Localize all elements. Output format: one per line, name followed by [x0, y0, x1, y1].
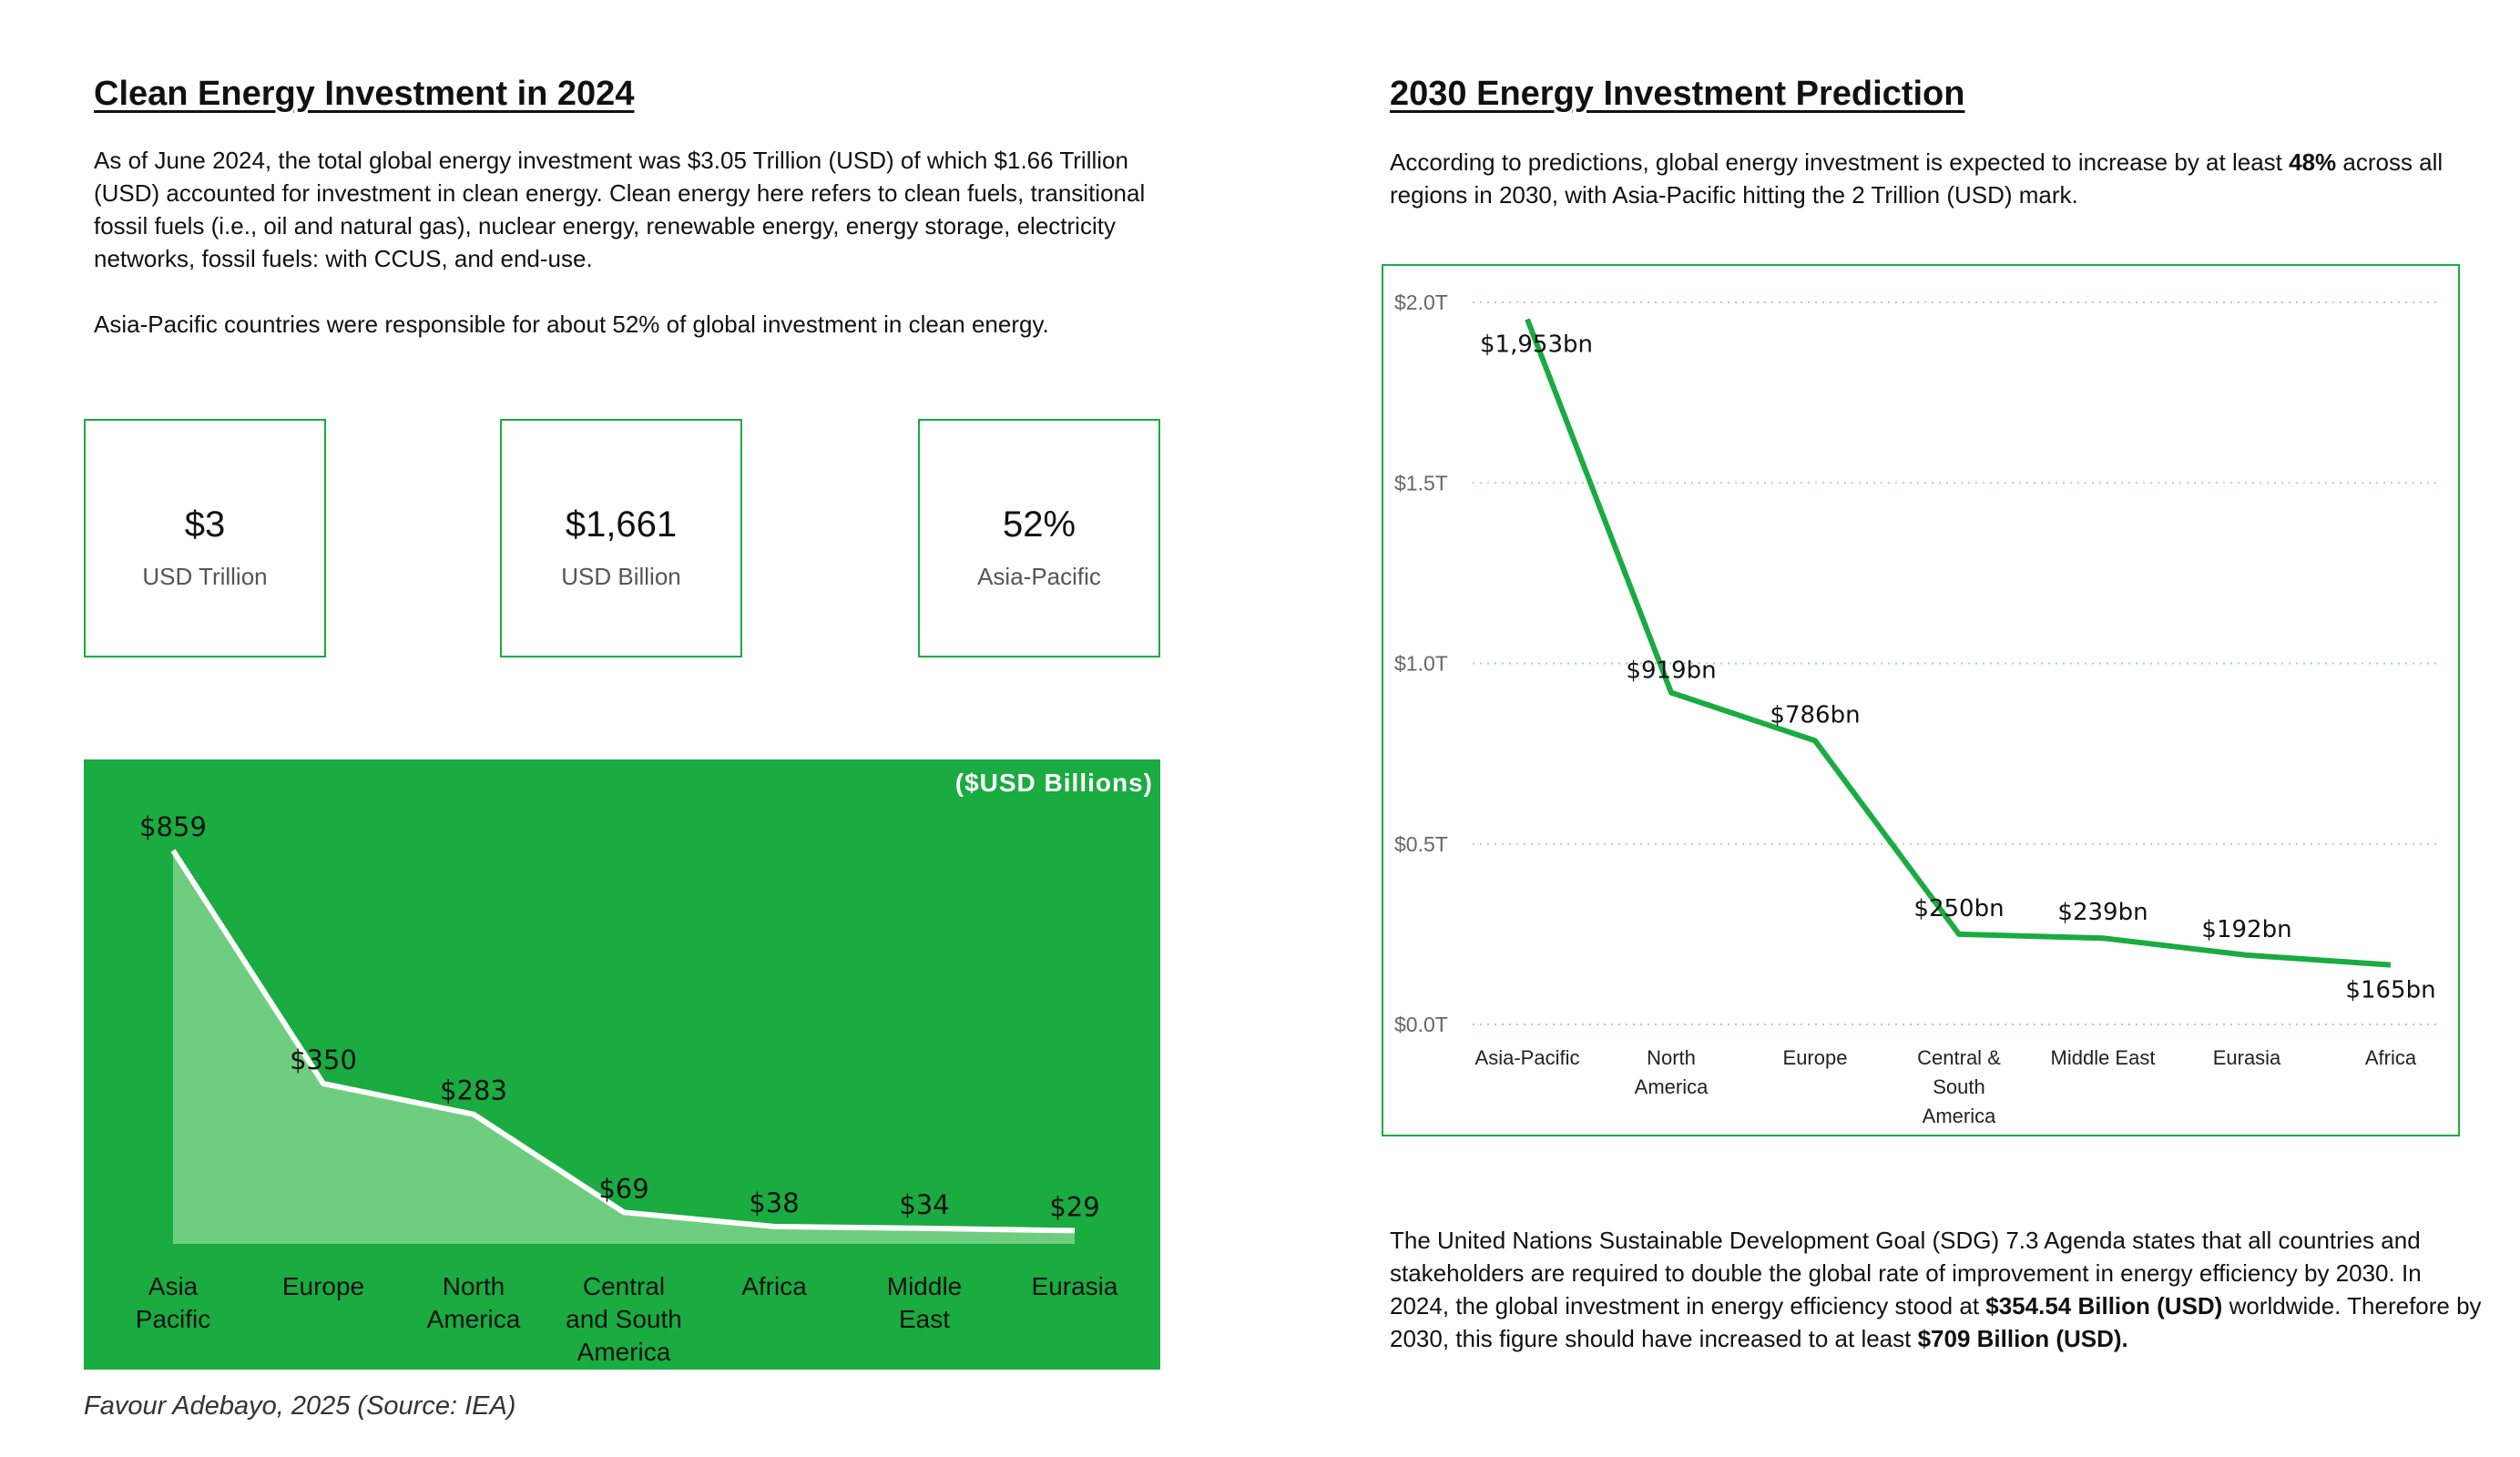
kpi-label: Asia-Pacific — [977, 563, 1101, 590]
data-label-0: $1,953bn — [1480, 331, 1593, 359]
category-label-3: Central and South America — [566, 1272, 682, 1366]
kpi-card-clean: $1,661 USD Billion — [500, 419, 742, 657]
data-label-2: $283 — [440, 1075, 507, 1106]
data-label-5: $34 — [899, 1189, 949, 1220]
category-label-1: Europe — [282, 1272, 364, 1300]
category-label-5: Eurasia — [2213, 1046, 2281, 1069]
data-label-0: $859 — [139, 811, 207, 842]
category-label-2: North America — [427, 1272, 521, 1333]
series-line — [170, 849, 1076, 1234]
right-title: 2030 Energy Investment Prediction — [1390, 75, 1965, 113]
source-credit: Favour Adebayo, 2025 (Source: IEA) — [84, 1391, 516, 1421]
data-label-1: $919bn — [1626, 657, 1716, 685]
sdg-paragraph: The United Nations Sustainable Developme… — [1390, 1224, 2483, 1355]
kpi-label: USD Trillion — [142, 563, 268, 590]
area-fill — [173, 851, 1075, 1244]
prediction-line-chart: $0.0T $0.5T $1.0T $1.5T $2.0T $1,953bn Asia-Pa… — [1382, 264, 2460, 1136]
sdg-text-2: worldwide. Therefore by 2030, this figur… — [1390, 1292, 2482, 1352]
category-label-6: Eurasia — [1032, 1272, 1118, 1300]
data-label-6: $29 — [1049, 1191, 1099, 1222]
category-label-0: Asia-Pacific — [1475, 1046, 1580, 1069]
category-label-2: Europe — [1783, 1046, 1848, 1069]
data-label-2: $786bn — [1770, 701, 1860, 728]
prediction-paragraph: According to predictions, global energy … — [1390, 146, 2464, 211]
y-tick-label-0: $0.0T — [1394, 1013, 1448, 1036]
kpi-card-asia: 52% Asia-Pacific — [918, 419, 1160, 657]
prediction-text-2: across all regions in 2030, with Asia-Pa… — [1390, 148, 2443, 209]
kpi-value: $1,661 — [565, 504, 678, 545]
unit-label: ($USD Billions) — [954, 769, 1153, 797]
intro-paragraph: As of June 2024, the total global energy… — [94, 147, 1146, 272]
sdg-efficiency-2030: $709 Billion (USD). — [1917, 1325, 2128, 1352]
data-label-4: $239bn — [2057, 899, 2148, 926]
y-tick-label-2: $1.0T — [1394, 652, 1448, 676]
category-label-0: Asia Pacific — [136, 1272, 210, 1333]
data-label-1: $350 — [290, 1044, 357, 1075]
category-label-5: Middle East — [887, 1272, 962, 1333]
data-label-3: $250bn — [1913, 895, 2004, 922]
category-label-4: Africa — [741, 1272, 807, 1300]
data-label-5: $192bn — [2201, 916, 2291, 943]
kpi-value: 52% — [1002, 504, 1076, 545]
y-tick-label-1: $0.5T — [1394, 832, 1448, 856]
kpi-label: USD Billion — [561, 563, 681, 590]
kpi-card-total: $3 USD Trillion — [84, 419, 326, 657]
data-label-4: $38 — [749, 1187, 799, 1218]
data-label-6: $165bn — [2345, 977, 2435, 1004]
area-chart-svg: $859 Asia Pacific $350 Europe $283 North Americ… — [136, 811, 1118, 1366]
sdg-text: The United Nations Sustainable Developme… — [1390, 1227, 2422, 1319]
category-label-3: Central & South America — [1917, 1046, 2001, 1127]
regional-investment-area-chart: ($USD Billions) $859 Asia Pacific $350 Europ… — [84, 759, 1160, 1370]
kpi-value: $3 — [184, 504, 226, 545]
left-title: Clean Energy Investment in 2024 — [94, 75, 635, 113]
category-label-4: Middle East — [2051, 1046, 2156, 1069]
prediction-percent: 48% — [2289, 148, 2337, 176]
prediction-text: According to predictions, global energy … — [1390, 148, 2290, 176]
data-label-3: $69 — [598, 1173, 648, 1204]
line-chart-svg: $0.0T $0.5T $1.0T $1.5T $2.0T $1,953bn Asia-Pa… — [1394, 290, 2438, 1127]
y-tick-label-3: $1.5T — [1394, 471, 1448, 494]
category-label-1: North America — [1635, 1046, 1709, 1098]
sdg-efficiency-2024: $354.54 Billion (USD) — [1985, 1292, 2223, 1319]
series-line — [1525, 318, 2392, 968]
category-label-6: Africa — [2365, 1046, 2417, 1069]
y-tick-label-4: $2.0T — [1394, 290, 1448, 314]
asia-share-paragraph: Asia-Pacific countries were responsible … — [94, 311, 1049, 338]
